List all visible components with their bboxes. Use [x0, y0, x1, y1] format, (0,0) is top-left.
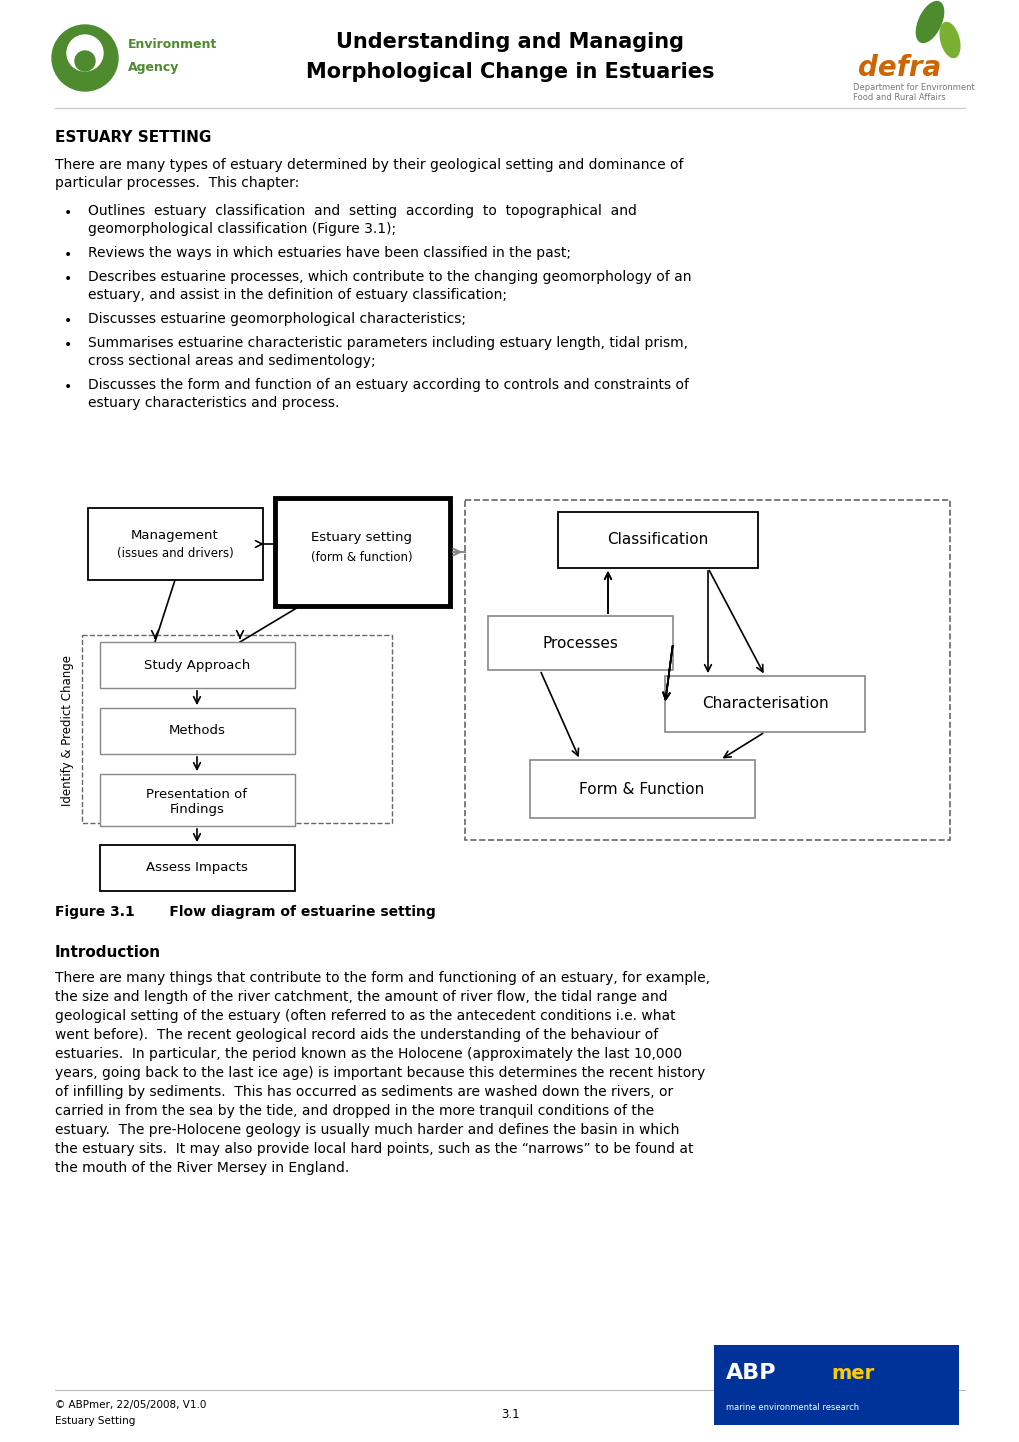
Text: estuary.  The pre-Holocene geology is usually much harder and defines the basin : estuary. The pre-Holocene geology is usu…	[55, 1123, 679, 1136]
Text: years, going back to the last ice age) is important because this determines the : years, going back to the last ice age) i…	[55, 1066, 704, 1080]
Text: •: •	[64, 248, 72, 262]
Text: of infilling by sediments.  This has occurred as sediments are washed down the r: of infilling by sediments. This has occu…	[55, 1084, 673, 1099]
FancyBboxPatch shape	[664, 676, 864, 733]
Ellipse shape	[940, 23, 959, 58]
Text: Identify & Predict Change: Identify & Predict Change	[61, 655, 74, 806]
Text: Management: Management	[131, 529, 219, 542]
Text: (issues and drivers): (issues and drivers)	[116, 548, 233, 561]
Text: Describes estuarine processes, which contribute to the changing geomorphology of: Describes estuarine processes, which con…	[88, 270, 691, 284]
FancyBboxPatch shape	[487, 616, 673, 671]
FancyBboxPatch shape	[713, 1345, 958, 1425]
Text: Classification: Classification	[606, 532, 708, 548]
Text: Estuary Setting: Estuary Setting	[55, 1416, 136, 1426]
Circle shape	[75, 50, 95, 71]
Circle shape	[52, 25, 118, 91]
Text: the size and length of the river catchment, the amount of river flow, the tidal : the size and length of the river catchme…	[55, 991, 667, 1004]
Text: •: •	[64, 314, 72, 327]
Text: defra: defra	[857, 53, 941, 82]
Text: Environment: Environment	[127, 37, 217, 50]
Text: carried in from the sea by the tide, and dropped in the more tranquil conditions: carried in from the sea by the tide, and…	[55, 1105, 653, 1118]
Text: particular processes.  This chapter:: particular processes. This chapter:	[55, 176, 299, 190]
Text: geological setting of the estuary (often referred to as the antecedent condition: geological setting of the estuary (often…	[55, 1009, 675, 1022]
Text: estuaries.  In particular, the period known as the Holocene (approximately the l: estuaries. In particular, the period kno…	[55, 1047, 682, 1061]
Text: Understanding and Managing: Understanding and Managing	[335, 32, 684, 52]
Text: cross sectional areas and sedimentology;: cross sectional areas and sedimentology;	[88, 353, 375, 368]
FancyBboxPatch shape	[100, 774, 294, 826]
Circle shape	[67, 35, 103, 71]
FancyBboxPatch shape	[275, 497, 449, 606]
Ellipse shape	[915, 1, 943, 42]
Text: Assess Impacts: Assess Impacts	[146, 861, 248, 874]
Text: Morphological Change in Estuaries: Morphological Change in Estuaries	[306, 62, 713, 82]
Text: Introduction: Introduction	[55, 945, 161, 960]
FancyBboxPatch shape	[557, 512, 757, 568]
Text: Findings: Findings	[169, 803, 224, 816]
FancyBboxPatch shape	[530, 760, 754, 818]
Text: Characterisation: Characterisation	[701, 696, 827, 711]
Text: ESTUARY SETTING: ESTUARY SETTING	[55, 130, 211, 146]
Text: the estuary sits.  It may also provide local hard points, such as the “narrows” : the estuary sits. It may also provide lo…	[55, 1142, 693, 1156]
Text: 3.1: 3.1	[500, 1407, 519, 1420]
Text: There are many types of estuary determined by their geological setting and domin: There are many types of estuary determin…	[55, 159, 683, 172]
Text: •: •	[64, 381, 72, 394]
Text: (form & function): (form & function)	[311, 551, 413, 564]
Text: There are many things that contribute to the form and functioning of an estuary,: There are many things that contribute to…	[55, 970, 709, 985]
Text: Agency: Agency	[127, 62, 179, 75]
Text: went before).  The recent geological record aids the understanding of the behavi: went before). The recent geological reco…	[55, 1028, 657, 1043]
Text: Flow diagram of estuarine setting: Flow diagram of estuarine setting	[145, 906, 435, 919]
FancyBboxPatch shape	[88, 508, 263, 580]
Text: Presentation of: Presentation of	[147, 787, 248, 800]
Text: Discusses the form and function of an estuary according to controls and constrai: Discusses the form and function of an es…	[88, 378, 688, 392]
Text: •: •	[64, 206, 72, 221]
Text: Outlines  estuary  classification  and  setting  according  to  topographical  a: Outlines estuary classification and sett…	[88, 203, 636, 218]
Text: Department for Environment: Department for Environment	[852, 84, 974, 92]
Text: Processes: Processes	[541, 636, 618, 650]
FancyBboxPatch shape	[100, 708, 294, 754]
Text: estuary, and assist in the definition of estuary classification;: estuary, and assist in the definition of…	[88, 288, 506, 301]
Text: Discusses estuarine geomorphological characteristics;: Discusses estuarine geomorphological cha…	[88, 311, 466, 326]
Text: ABP: ABP	[726, 1363, 776, 1383]
Text: marine environmental research: marine environmental research	[726, 1403, 859, 1412]
FancyBboxPatch shape	[100, 642, 294, 688]
Text: Estuary setting: Estuary setting	[311, 531, 412, 544]
Text: estuary characteristics and process.: estuary characteristics and process.	[88, 397, 339, 410]
Text: Study Approach: Study Approach	[144, 659, 250, 672]
FancyBboxPatch shape	[100, 845, 294, 891]
Text: Figure 3.1: Figure 3.1	[55, 906, 135, 919]
Text: Methods: Methods	[168, 724, 225, 737]
Text: Food and Rural Affairs: Food and Rural Affairs	[852, 94, 945, 102]
Text: Reviews the ways in which estuaries have been classified in the past;: Reviews the ways in which estuaries have…	[88, 247, 571, 260]
Text: Form & Function: Form & Function	[579, 782, 704, 796]
Text: •: •	[64, 337, 72, 352]
Text: the mouth of the River Mersey in England.: the mouth of the River Mersey in England…	[55, 1161, 348, 1175]
Text: Summarises estuarine characteristic parameters including estuary length, tidal p: Summarises estuarine characteristic para…	[88, 336, 688, 350]
Text: •: •	[64, 273, 72, 286]
Text: © ABPmer, 22/05/2008, V1.0: © ABPmer, 22/05/2008, V1.0	[55, 1400, 206, 1410]
Text: mer: mer	[830, 1364, 874, 1383]
Text: geomorphological classification (Figure 3.1);: geomorphological classification (Figure …	[88, 222, 395, 236]
